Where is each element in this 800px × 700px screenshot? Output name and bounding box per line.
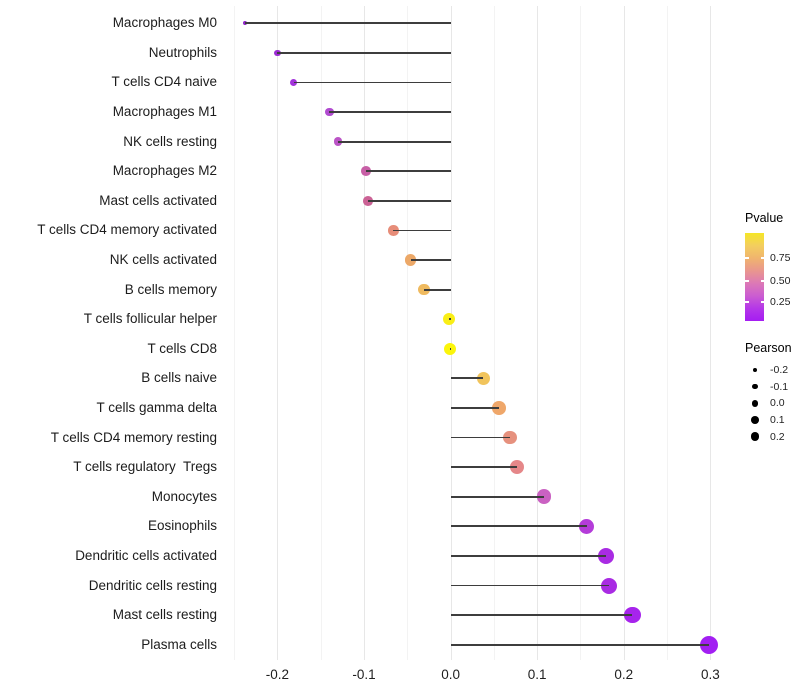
x-tick-label: -0.1 — [352, 667, 376, 682]
legend-size-dot — [751, 416, 759, 424]
legend-size-label: 0.1 — [770, 414, 785, 427]
row-label: Neutrophils — [148, 44, 217, 60]
legend-size-dot — [751, 400, 759, 407]
x-tick-label: 0.3 — [700, 667, 720, 682]
pvalue-legend-title: Pvalue — [745, 211, 784, 225]
legend-size-label: 0.2 — [770, 430, 785, 443]
gridline-minor — [667, 6, 669, 660]
legend-size-dot — [752, 383, 758, 390]
lollipop-stem — [293, 81, 451, 84]
lollipop-stem — [450, 525, 587, 528]
row-label: T cells CD8 — [147, 340, 217, 356]
lollipop-stem — [410, 259, 451, 261]
lollipop-stem — [329, 111, 451, 113]
row-label: T cells gamma delta — [96, 399, 217, 415]
lollipop-stem — [368, 199, 451, 202]
row-label: Monocytes — [151, 488, 217, 504]
row-label: Macrophages M2 — [112, 163, 217, 179]
colorbar-tick-mark — [745, 279, 749, 282]
row-label: Eosinophils — [147, 518, 217, 534]
colorbar-tick-mark — [745, 300, 749, 303]
row-label: NK cells activated — [109, 252, 217, 268]
colorbar-tick-mark — [760, 279, 764, 282]
lollipop-stem — [450, 643, 709, 646]
row-label: Mast cells resting — [112, 607, 217, 623]
gridline-minor — [493, 6, 495, 660]
colorbar-tick-mark — [760, 300, 764, 303]
gridline-minor — [407, 6, 409, 660]
gridline-major — [623, 6, 625, 660]
legend-size-dot — [752, 367, 758, 373]
row-label: T cells CD4 naive — [111, 74, 217, 90]
lollipop-stem — [338, 140, 451, 143]
row-label: NK cells resting — [123, 133, 217, 149]
lollipop-stem — [450, 555, 607, 557]
gridline-major — [450, 6, 452, 660]
x-tick-label: 0.2 — [614, 667, 634, 682]
lollipop-stem — [450, 407, 500, 409]
colorbar-tick-mark — [745, 256, 749, 259]
x-tick-label: 0.0 — [441, 667, 460, 682]
row-label: B cells memory — [124, 281, 217, 297]
gridline-minor — [234, 6, 236, 660]
legend-size-label: -0.1 — [770, 380, 789, 393]
row-label: T cells follicular helper — [83, 311, 217, 327]
lollipop-stem — [449, 347, 451, 350]
lollipop-stem — [277, 51, 451, 54]
lollipop-dot — [363, 195, 374, 206]
lollipop-dot — [243, 21, 248, 26]
lollipop-dot — [443, 342, 456, 355]
row-label: Macrophages M0 — [112, 15, 217, 31]
lollipop-stem — [423, 288, 451, 291]
colorbar-tick-label: 0.25 — [770, 295, 791, 308]
gridline-major — [364, 6, 365, 660]
legend-size-label: 0.0 — [770, 397, 785, 410]
gridline-minor — [320, 6, 322, 660]
gridline-major — [277, 6, 279, 660]
lollipop-dot — [510, 460, 525, 475]
lollipop-dot — [476, 371, 491, 385]
lollipop-stem — [448, 318, 451, 321]
lollipop-dot — [601, 577, 618, 594]
gridline-minor — [580, 6, 582, 660]
row-label: Mast cells activated — [99, 192, 217, 208]
row-label: T cells CD4 memory activated — [37, 222, 217, 238]
gridline-major — [710, 6, 712, 660]
x-tick-label: -0.2 — [265, 667, 290, 682]
legend-size-dot — [750, 432, 760, 442]
lollipop-dot — [536, 489, 552, 505]
lollipop-dot — [360, 166, 371, 177]
x-tick-label: 0.1 — [527, 667, 547, 682]
lollipop-dot — [598, 547, 615, 564]
lollipop-stem — [393, 229, 451, 232]
colorbar-tick-label: 0.50 — [770, 274, 791, 287]
lollipop-stem — [450, 436, 511, 439]
lollipop-stem — [450, 614, 633, 616]
row-label: Macrophages M1 — [112, 104, 217, 120]
row-label: Dendritic cells activated — [75, 547, 217, 563]
lollipop-stem — [450, 377, 484, 380]
lollipop-dot — [624, 606, 641, 624]
pearson-legend-title: Pearson — [745, 341, 792, 355]
colorbar-tick-mark — [760, 256, 764, 259]
lollipop-dot — [492, 401, 506, 415]
lollipop-dot — [699, 635, 718, 654]
lollipop-stem — [450, 466, 518, 469]
lollipop-stem — [245, 22, 451, 25]
legend-size-label: -0.2 — [770, 364, 789, 376]
row-label: B cells naive — [141, 370, 217, 386]
colorbar-tick-label: 0.75 — [770, 251, 791, 264]
row-label: T cells CD4 memory resting — [50, 429, 217, 445]
lollipop-dot — [578, 518, 595, 535]
row-label: T cells regulatory Tregs — [73, 459, 217, 475]
row-label: Plasma cells — [141, 636, 217, 652]
lollipop-dot — [503, 430, 518, 445]
row-label: Dendritic cells resting — [88, 577, 217, 593]
pvalue-colorbar — [745, 233, 764, 321]
lollipop-stem — [365, 170, 451, 173]
lollipop-stem — [450, 495, 545, 498]
lollipop-stem — [450, 584, 610, 587]
gridline-major — [537, 6, 539, 660]
